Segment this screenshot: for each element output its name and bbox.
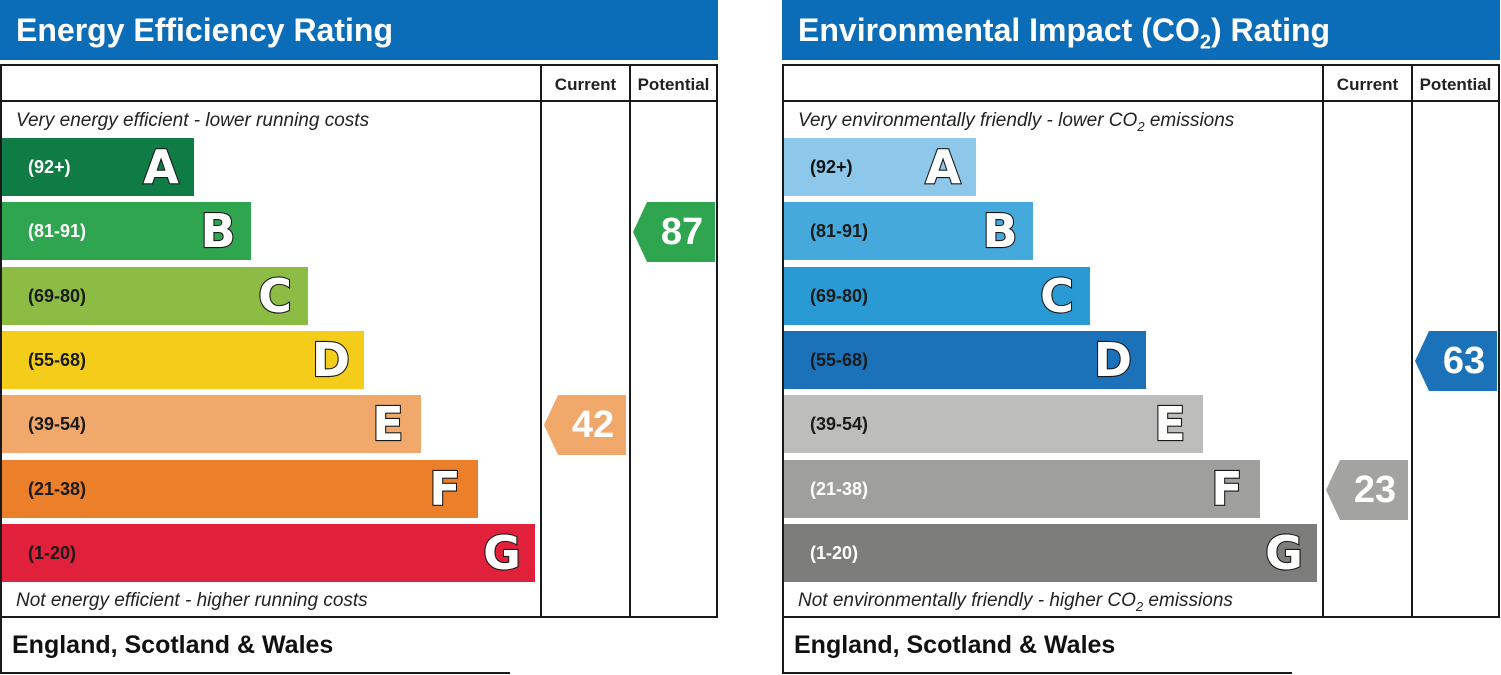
band-range-label: (21-38) <box>28 478 87 499</box>
band-bar-b: (81-91) B <box>784 202 1033 261</box>
rating-arrow <box>1415 330 1497 391</box>
band-range-label: (81-91) <box>810 221 869 242</box>
svg-text:A: A <box>925 140 961 194</box>
band-letter: E <box>1153 396 1187 452</box>
energy-efficiency-chart: Energy Efficiency Rating Current Potenti… <box>0 0 720 675</box>
current-rating-marker: 42 <box>544 395 626 456</box>
chart-title: Environmental Impact (CO2) Rating <box>782 0 1500 60</box>
current-column-header: Current <box>1336 75 1399 94</box>
band-bar-a: (92+) A <box>784 138 976 196</box>
band-letter: A <box>142 139 180 195</box>
band-letter: F <box>428 460 462 516</box>
rating-value: 63 <box>1442 339 1486 382</box>
band-letter: A <box>924 139 962 195</box>
band-bar-b: (81-91) B <box>2 202 251 261</box>
rating-arrow <box>1326 459 1408 520</box>
band-bar-g: (1-20) G <box>2 523 535 582</box>
top-caption: Very energy efficient - lower running co… <box>16 110 370 131</box>
rating-arrow <box>633 202 715 263</box>
band-letter: B <box>199 203 236 259</box>
band-letter: G <box>482 525 522 581</box>
band-bar-d: (55-68) D <box>784 330 1147 389</box>
band-bar-d: (55-68) D <box>2 330 365 389</box>
band-bar-f: (21-38) F <box>784 459 1260 518</box>
top-caption: Very environmentally friendly - lower CO… <box>798 110 1235 134</box>
band-letter: F <box>1210 460 1244 516</box>
band-bar-g: (1-20) G <box>784 523 1317 582</box>
svg-text:F: F <box>1211 462 1242 516</box>
band-letter: D <box>311 332 351 388</box>
potential-column-header: Potential <box>637 75 710 94</box>
band-range-label: (1-20) <box>28 542 77 563</box>
band-range-label: (39-54) <box>28 414 87 435</box>
band-letter: E <box>371 396 405 452</box>
band-letter: D <box>1093 332 1133 388</box>
band-bar-f: (21-38) F <box>2 459 478 518</box>
svg-text:B: B <box>982 204 1017 258</box>
band-range-label: (55-68) <box>810 349 869 370</box>
bottom-caption: Not environmentally friendly - higher CO… <box>798 590 1233 614</box>
rating-arrow <box>544 395 626 456</box>
svg-text:A: A <box>143 140 179 194</box>
current-rating-marker: 23 <box>1326 459 1408 520</box>
band-bar-c: (69-80) C <box>784 266 1090 325</box>
band-range-label: (21-38) <box>810 478 869 499</box>
bottom-caption: Not energy efficient - higher running co… <box>16 590 368 611</box>
svg-text:G: G <box>1265 526 1303 580</box>
potential-column-header: Potential <box>1419 75 1492 94</box>
potential-rating-marker: 63 <box>1415 330 1497 391</box>
current-column-header: Current <box>554 75 617 94</box>
band-range-label: (92+) <box>810 157 853 177</box>
band-bar-a: (92+) A <box>2 138 194 196</box>
rating-value: 23 <box>1353 468 1397 511</box>
band-letter: C <box>1039 267 1075 323</box>
chart-title: Energy Efficiency Rating <box>0 0 718 60</box>
svg-text:E: E <box>372 397 403 451</box>
band-range-label: (39-54) <box>810 414 869 435</box>
region-footer: England, Scotland & Wales <box>0 618 510 674</box>
rating-value: 42 <box>571 404 615 447</box>
svg-text:C: C <box>1040 269 1074 323</box>
svg-text:E: E <box>1154 397 1185 451</box>
svg-text:D: D <box>312 333 350 387</box>
band-range-label: (69-80) <box>810 285 869 306</box>
rating-value: 87 <box>660 211 704 254</box>
rating-frame: Current Potential Very environmentally f… <box>782 64 1500 618</box>
band-range-label: (69-80) <box>28 285 87 306</box>
svg-text:B: B <box>200 204 235 258</box>
band-range-label: (81-91) <box>28 221 87 242</box>
band-bar-e: (39-54) E <box>784 395 1204 454</box>
band-range-label: (1-20) <box>810 542 859 563</box>
band-range-label: (55-68) <box>28 349 87 370</box>
environmental-impact-chart: Environmental Impact (CO2) Rating Curren… <box>782 0 1501 675</box>
band-range-label: (92+) <box>28 157 71 177</box>
band-bar-e: (39-54) E <box>2 395 422 454</box>
svg-text:C: C <box>258 269 292 323</box>
rating-frame: Current Potential Very energy efficient … <box>0 64 718 618</box>
band-bar-c: (69-80) C <box>2 266 308 325</box>
potential-rating-marker: 87 <box>633 202 715 263</box>
band-letter: G <box>1264 525 1304 581</box>
svg-text:G: G <box>483 526 521 580</box>
svg-text:F: F <box>429 462 460 516</box>
svg-text:D: D <box>1094 333 1132 387</box>
band-letter: C <box>257 267 293 323</box>
band-letter: B <box>981 203 1018 259</box>
region-footer: England, Scotland & Wales <box>782 618 1292 674</box>
